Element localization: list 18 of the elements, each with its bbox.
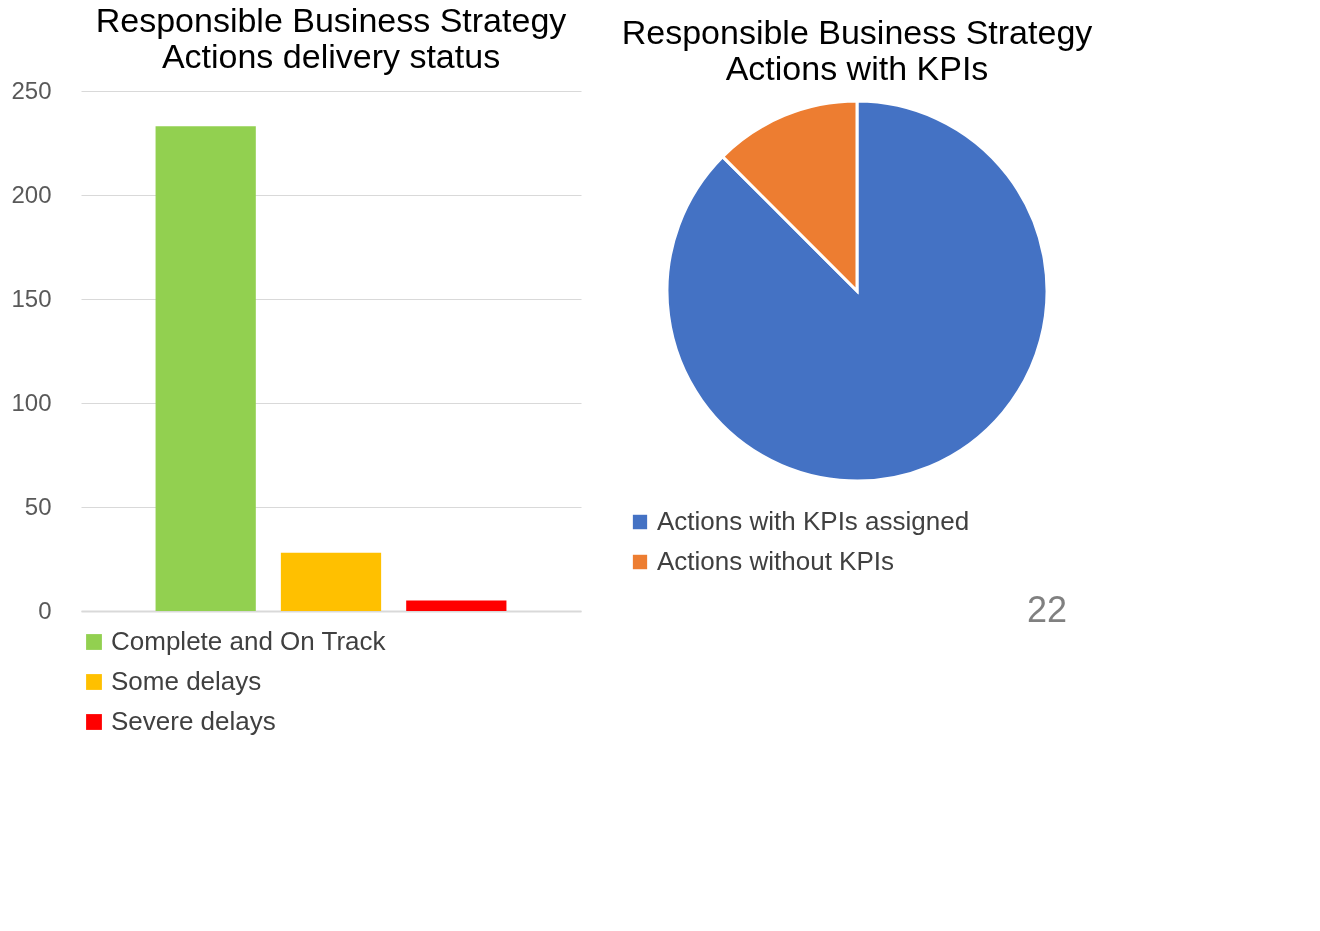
legend-label: Severe delays — [111, 706, 276, 736]
bar — [280, 552, 382, 611]
pie-slice — [665, 99, 1049, 483]
legend-label: Actions with KPIs assigned — [657, 506, 970, 536]
chart-title: Responsible Business Strategy Actions delivery status — [95, 1, 567, 75]
legend-label: Complete and On Track — [111, 626, 387, 656]
legend-label: Actions without KPIs — [657, 546, 894, 576]
y-tick-label: 100 — [11, 388, 52, 416]
y-tick-label: 150 — [11, 284, 52, 312]
y-tick-label: 0 — [38, 596, 52, 624]
y-tick-label: 50 — [24, 492, 52, 520]
bar — [155, 126, 256, 611]
chart-title: Responsible Business Strategy Actions with KPIs — [621, 13, 1093, 87]
y-tick-label: 250 — [11, 76, 52, 104]
text: 22 — [1026, 589, 1067, 630]
bar — [406, 600, 507, 611]
y-tick-label: 200 — [11, 180, 52, 208]
legend-label: Some delays — [111, 666, 262, 696]
